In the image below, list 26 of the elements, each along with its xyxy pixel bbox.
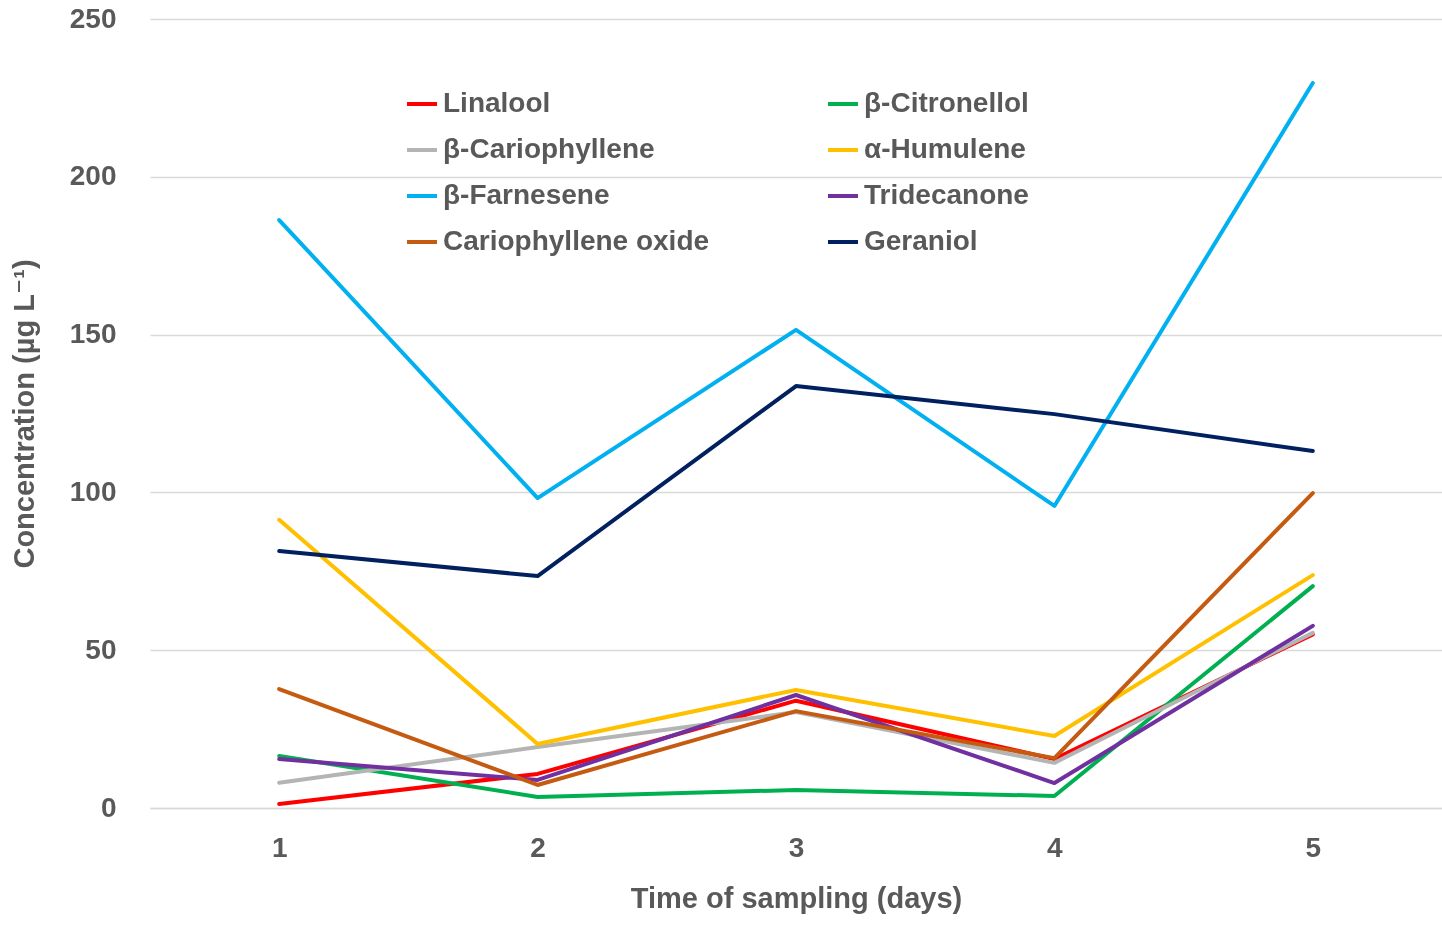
line-series [277,384,1315,579]
x-tick-label: 4 [1047,831,1064,863]
legend-label: β-Citronellol [864,87,1029,118]
x-tick-label: 3 [788,831,805,863]
line-series [277,81,1315,508]
y-tick-label: 250 [69,2,117,34]
x-tick-label: 2 [530,831,546,863]
legend-label: Cariophyllene oxide [443,225,710,256]
legend-label: α-Humulene [864,133,1026,164]
legend-label: β-Farnesene [443,179,610,210]
legend-label: Linalool [443,87,551,118]
y-axis-title: Concentration (µg L⁻¹) [7,259,40,569]
y-tick-label: 50 [85,633,117,665]
legend-label: β-Cariophyllene [443,133,655,164]
x-tick-label: 1 [271,831,288,863]
line-series [277,584,1315,799]
y-tick-label: 150 [69,318,117,350]
legend-label: Geraniol [864,225,978,256]
y-tick-label: 0 [100,791,117,823]
line-series [277,491,1315,787]
x-axis-title: Time of sampling (days) [630,881,963,914]
y-tick-label: 200 [69,160,117,192]
legend-label: Tridecanone [864,179,1029,210]
y-tick-label: 100 [69,475,117,507]
line-series [277,517,1315,746]
x-tick-label: 5 [1305,831,1322,863]
